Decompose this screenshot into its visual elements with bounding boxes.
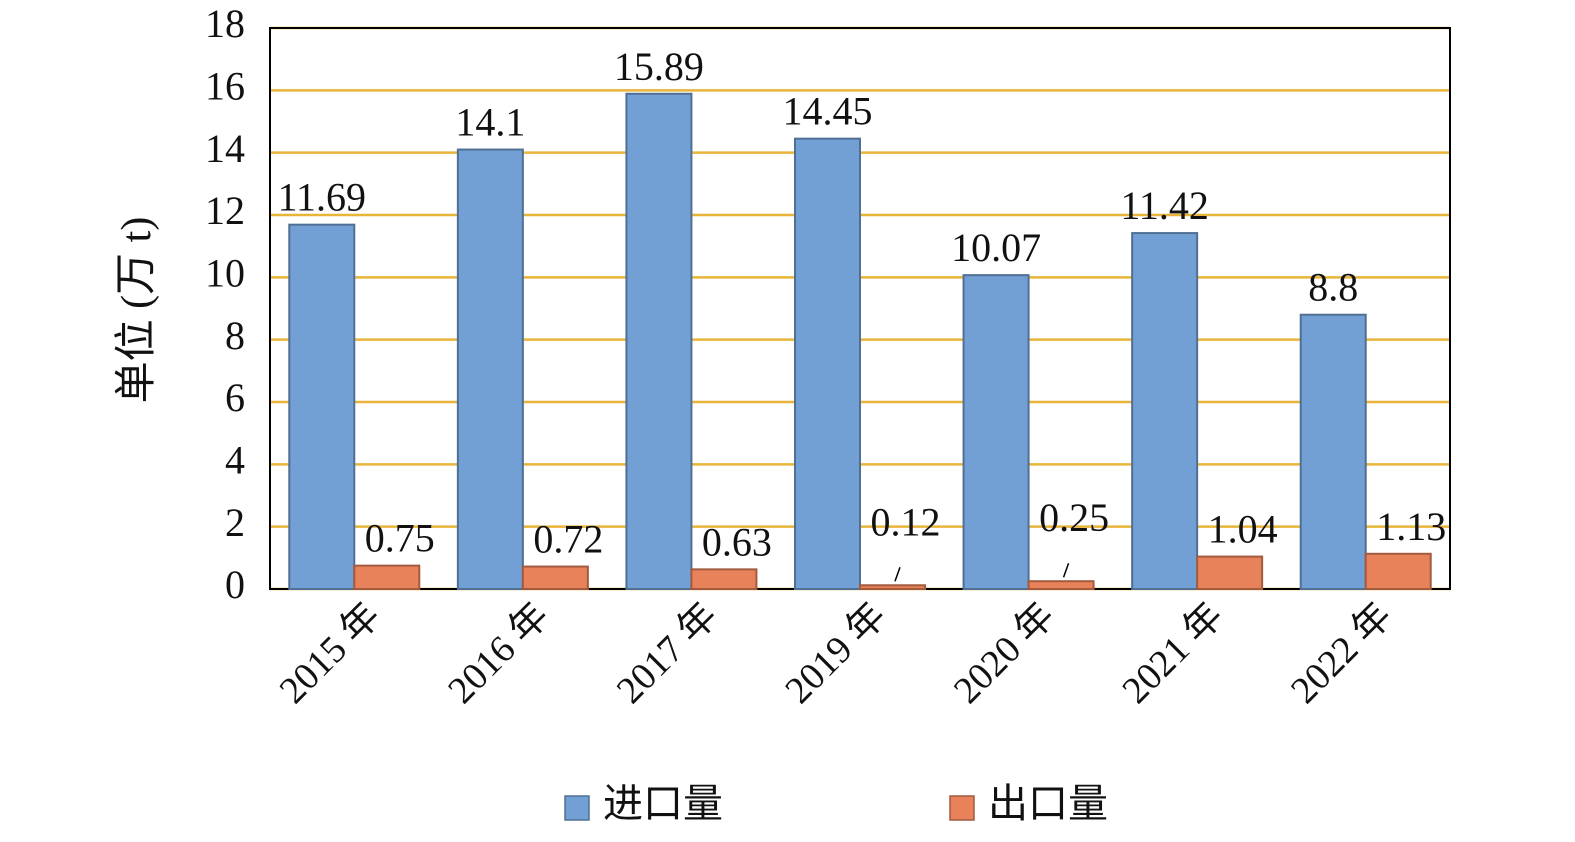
x-tick-label: 2016 年 — [440, 595, 557, 712]
y-tick-label: 12 — [205, 188, 245, 233]
value-label: 15.89 — [614, 44, 704, 89]
y-tick-label: 4 — [225, 438, 245, 483]
bar — [1131, 232, 1199, 590]
bar — [859, 584, 926, 591]
leader-line — [1062, 562, 1070, 578]
bar — [456, 148, 524, 591]
bar — [1364, 552, 1432, 591]
value-label: 11.69 — [278, 175, 367, 220]
value-label: 0.72 — [533, 517, 603, 562]
value-label: 0.75 — [365, 516, 435, 561]
legend-swatch — [949, 795, 975, 821]
value-label: 8.8 — [1308, 265, 1358, 310]
bar — [625, 92, 693, 591]
y-tick-label: 0 — [225, 562, 245, 607]
value-label: 0.25 — [1039, 495, 1109, 540]
bar — [1299, 313, 1367, 590]
x-tick-label: 2020 年 — [946, 595, 1063, 712]
legend-label: 出口量 — [988, 781, 1108, 826]
bar — [353, 564, 421, 590]
value-label: 0.63 — [702, 519, 772, 564]
bar — [962, 274, 1030, 590]
bar — [794, 137, 861, 590]
value-label: 11.42 — [1120, 183, 1209, 228]
y-tick-label: 2 — [225, 500, 245, 545]
value-label: 1.04 — [1208, 507, 1278, 552]
bar — [1027, 580, 1095, 590]
value-label: 14.1 — [455, 100, 525, 145]
value-label: 0.12 — [871, 499, 941, 544]
bar — [690, 568, 758, 590]
legend-label: 进口量 — [603, 781, 723, 826]
value-label: 10.07 — [951, 225, 1041, 270]
y-tick-label: 10 — [205, 251, 245, 296]
x-tick-label: 2019 年 — [777, 595, 894, 712]
value-label: 14.45 — [783, 89, 873, 134]
y-tick-label: 14 — [205, 126, 245, 171]
x-tick-label: 2015 年 — [272, 595, 389, 712]
y-tick-label: 6 — [225, 375, 245, 420]
x-tick-label: 2022 年 — [1283, 595, 1400, 712]
leader-line — [894, 567, 901, 582]
y-tick-label: 18 — [205, 1, 245, 46]
y-tick-label: 8 — [225, 313, 245, 358]
bar — [1196, 555, 1264, 591]
y-axis-title: 单位 (万 t) — [113, 217, 160, 404]
bar — [288, 223, 356, 591]
value-label: 1.13 — [1376, 504, 1446, 549]
x-tick-label: 2017 年 — [609, 595, 726, 712]
bar — [521, 565, 589, 590]
legend-swatch — [564, 795, 590, 821]
y-tick-label: 16 — [205, 64, 245, 109]
x-tick-label: 2021 年 — [1114, 595, 1231, 712]
